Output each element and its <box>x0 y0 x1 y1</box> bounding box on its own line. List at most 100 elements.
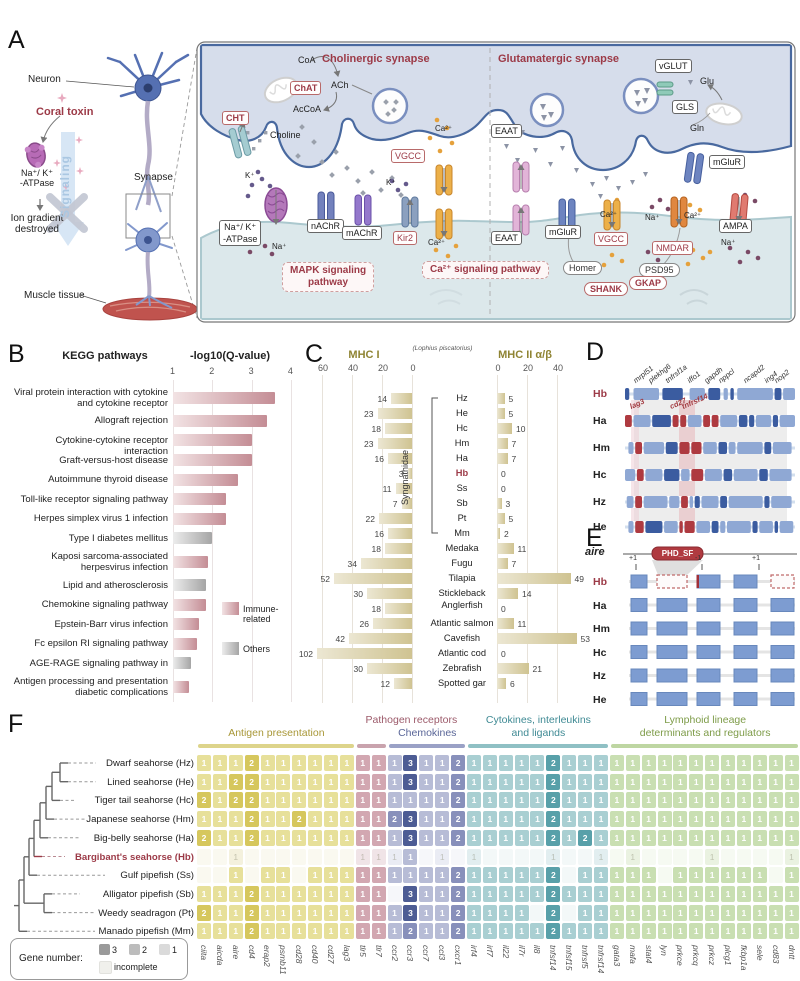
heatmap-cell: 1 <box>355 755 370 771</box>
heatmap-cell: 1 <box>387 792 402 809</box>
synteny-segment <box>665 442 678 454</box>
heatmap-cell: 1 <box>657 792 672 809</box>
heatmap-cell: 1 <box>578 904 593 921</box>
heatmap-cell: 1 <box>609 773 624 790</box>
mhc-gridline <box>557 375 558 703</box>
heatmap-species-label: Bargibant's seahorse (Hb) <box>74 851 194 863</box>
heatmap-cell: 1 <box>371 885 386 902</box>
label-choline: Choline <box>270 130 301 140</box>
mhc1-bar <box>401 498 412 509</box>
kegg-row-label-line: Toll-like receptor signaling pathway <box>20 493 168 505</box>
kegg-legend-label: Immune-related <box>243 604 279 624</box>
heatmap-cell: 1 <box>641 904 656 921</box>
heatmap-cell: 1 <box>641 867 656 884</box>
mhc1-bar <box>385 543 412 554</box>
heatmap-cell: 1 <box>228 848 243 865</box>
heatmap-cell: 1 <box>562 829 577 846</box>
heatmap-cell: 1 <box>594 773 608 790</box>
legend-swatch-label: 3 <box>112 945 118 955</box>
heatmap-cell <box>324 848 339 865</box>
heatmap-cell: 1 <box>498 885 513 902</box>
aire-exon <box>770 645 795 659</box>
synteny-segment <box>764 442 772 454</box>
heatmap-group-bar <box>610 744 799 748</box>
heatmap-cell: 1 <box>324 923 339 940</box>
mhc2-value: 14 <box>522 589 532 599</box>
synteny-segment <box>633 388 659 400</box>
mhc-axis-tick: 0 <box>495 363 501 373</box>
heatmap-cell: 1 <box>339 829 354 846</box>
heatmap-cell: 1 <box>530 885 545 902</box>
heatmap-cell: 1 <box>784 904 799 921</box>
heatmap-group-bar <box>388 744 465 748</box>
heatmap-cell: 1 <box>514 885 529 902</box>
box-nachr: nAChR <box>307 219 345 233</box>
heatmap-cell: 1 <box>609 923 624 940</box>
heatmap-cell: 1 <box>498 792 513 809</box>
heatmap-cell: 1 <box>673 755 688 771</box>
mhc1-bar <box>388 528 412 539</box>
heatmap-cell <box>641 848 656 865</box>
box-vglut: vGLUT <box>655 59 692 73</box>
synteny-segment <box>779 415 795 427</box>
heatmap-cell: 1 <box>435 867 450 884</box>
mhc2-bar <box>497 573 571 584</box>
kegg-row-label-line: Chemokine signaling pathway <box>41 599 168 611</box>
mhc-species-label: Pt <box>457 513 467 523</box>
kegg-axis-title: -log10(Q-value) <box>189 350 271 362</box>
heatmap-cell <box>308 848 323 865</box>
kegg-legend-swatch <box>222 642 239 655</box>
heatmap-cell: 1 <box>625 848 640 865</box>
heatmap-cell: 1 <box>498 923 513 940</box>
synteny-segment <box>749 415 755 427</box>
mhc-species-label: Spotted gar <box>437 678 487 688</box>
heatmap-cell: 1 <box>355 829 370 846</box>
heatmap-column-label: erap2 <box>262 945 273 967</box>
kegg-bar <box>173 473 238 486</box>
aire-row-label: He <box>593 693 607 706</box>
mhc-gridline <box>527 375 528 703</box>
oval-gkap: GKAP <box>629 276 668 290</box>
heatmap-cell: 1 <box>562 755 577 771</box>
synteny-segment <box>737 442 763 454</box>
kegg-bar <box>173 598 207 611</box>
synteny-segment <box>759 521 773 533</box>
synteny-segment <box>643 442 665 454</box>
kegg-row-label-line: Fc epsilon RI signaling pathway <box>34 638 168 650</box>
heatmap-cell: 1 <box>276 923 291 940</box>
heatmap-cell: 1 <box>594 755 608 771</box>
kegg-row-label: Epstein-Barr virus infection <box>10 619 168 630</box>
synapse-illustration <box>24 41 796 323</box>
mhc2-value: 0 <box>501 604 506 614</box>
heatmap-cell: 1 <box>419 755 434 771</box>
synteny-segment <box>720 415 738 427</box>
heatmap-cell: 1 <box>387 773 402 790</box>
mhc2-bar <box>497 498 502 509</box>
mhc1-bar <box>367 663 412 674</box>
mhc1-bar <box>407 468 412 479</box>
heatmap-cell: 1 <box>339 773 354 790</box>
heatmap-cell: 2 <box>197 792 211 809</box>
aire-row-label: Hm <box>593 623 610 635</box>
heatmap-cell: 1 <box>482 904 497 921</box>
heatmap-cell: 1 <box>768 885 783 902</box>
heatmap-column-label: cxcr1 <box>453 945 464 966</box>
mhc-species-label: Stickleback <box>438 588 486 598</box>
heatmap-cell: 1 <box>705 811 720 828</box>
heatmap-cell: 2 <box>228 773 243 790</box>
heatmap-column-label: tnfrsf5 <box>580 945 591 969</box>
heatmap-cell: 1 <box>260 867 275 884</box>
heatmap-cell <box>562 904 577 921</box>
kegg-row-label: Lipid and atherosclerosis <box>10 580 168 591</box>
mhc2-value: 0 <box>501 649 506 659</box>
heatmap-cell: 1 <box>387 755 402 771</box>
heatmap-cell <box>562 848 577 865</box>
heatmap-cell: 1 <box>578 773 593 790</box>
synteny-segment <box>681 469 690 481</box>
aire-diagram <box>623 546 797 706</box>
heatmap-cell: 1 <box>705 792 720 809</box>
heatmap-cell: 1 <box>721 867 736 884</box>
label-neuron: Neuron <box>28 74 61 85</box>
heatmap-cell: 1 <box>260 773 275 790</box>
synteny-segment <box>635 521 644 533</box>
